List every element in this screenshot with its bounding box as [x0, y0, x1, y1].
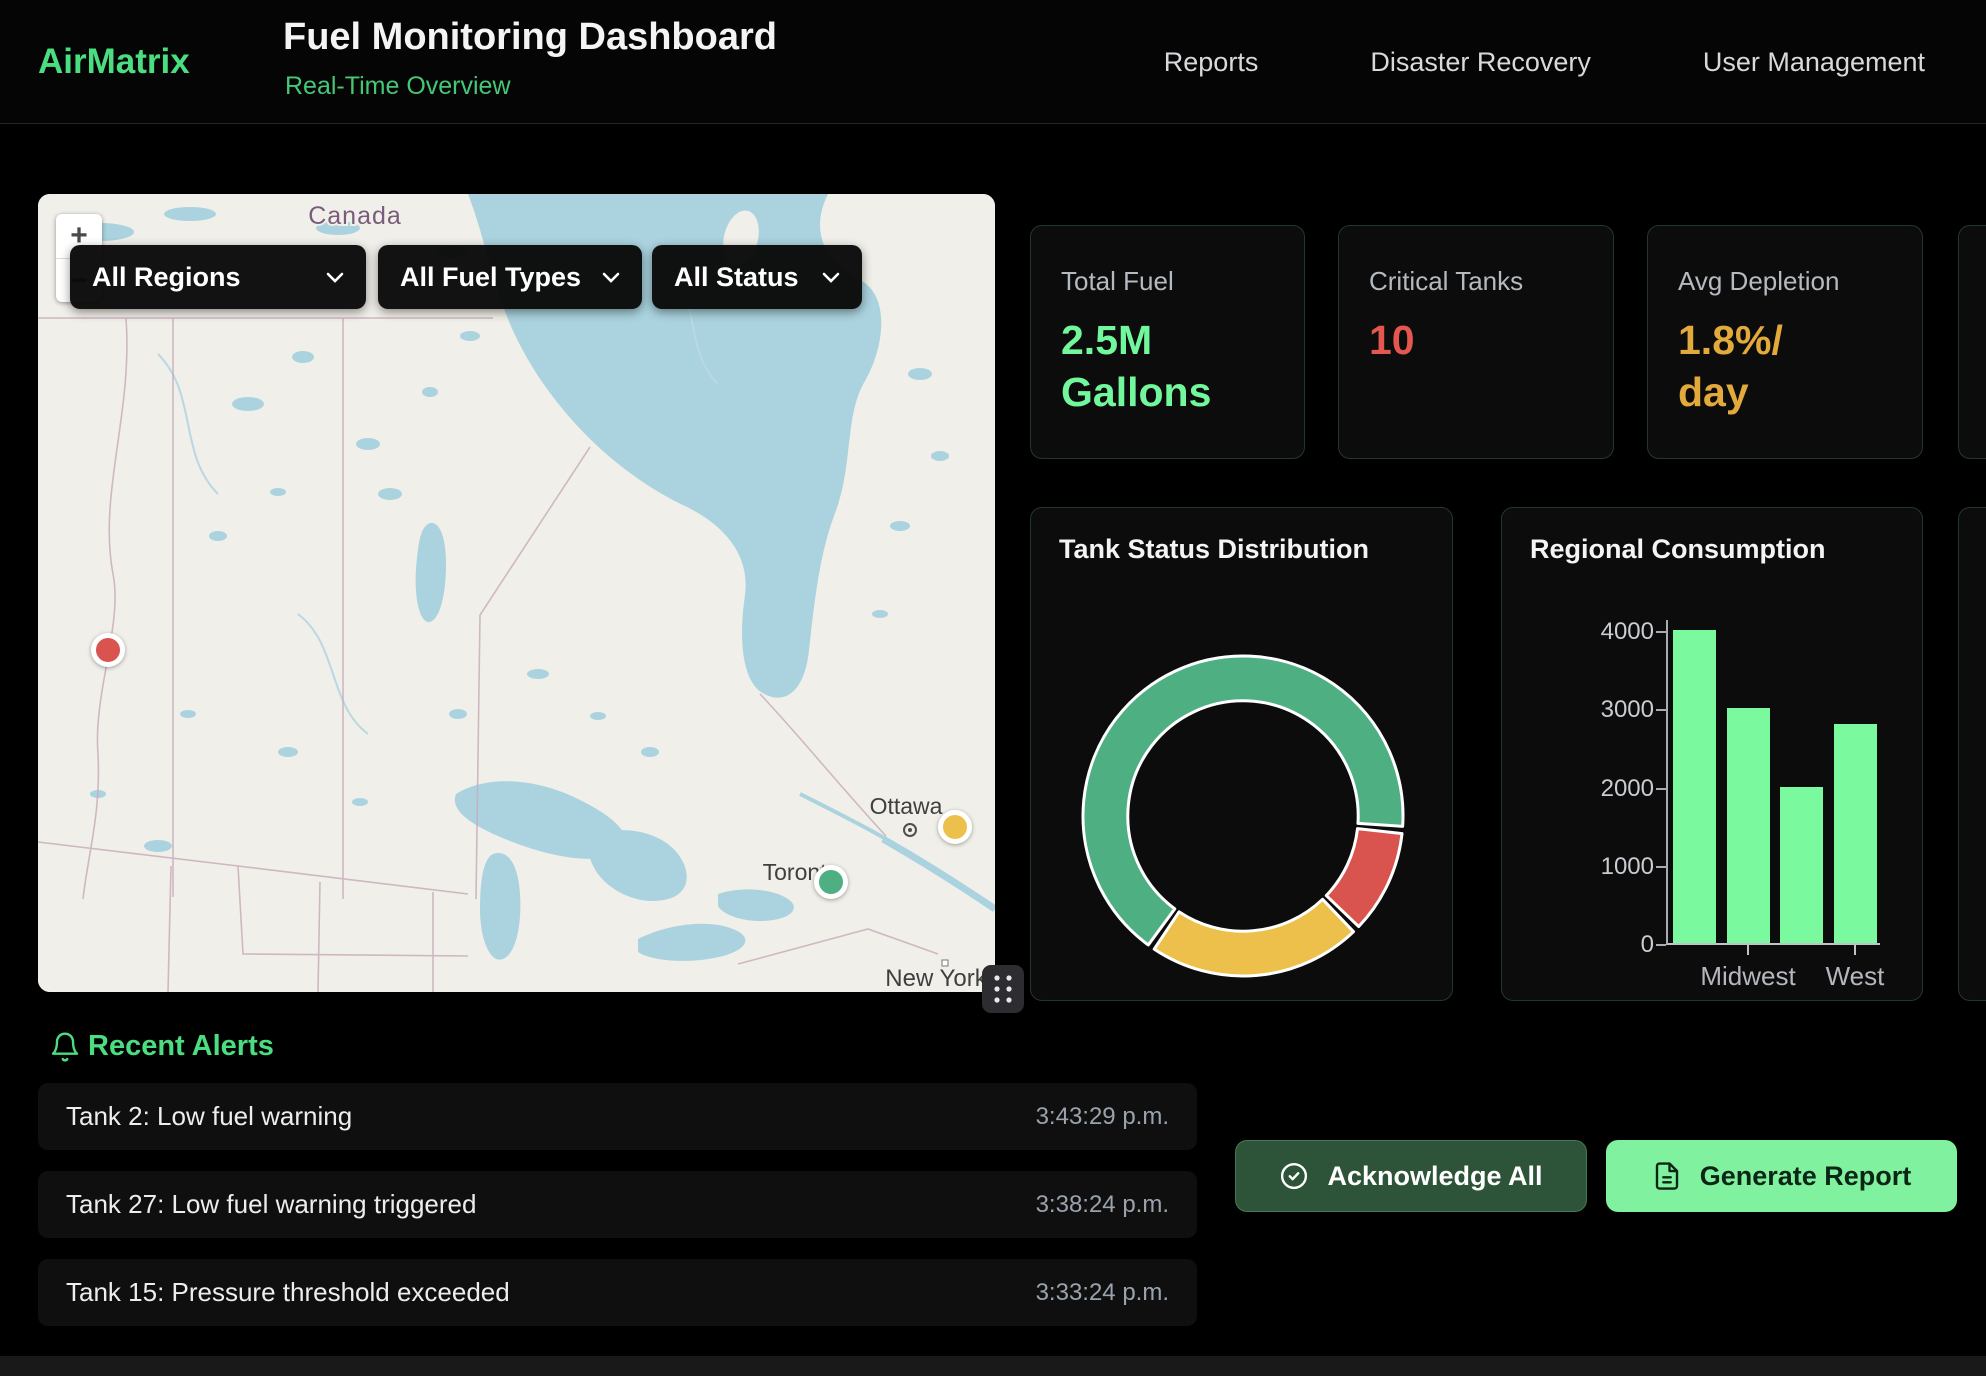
- alert-time: 3:38:24 p.m.: [1036, 1191, 1169, 1219]
- y-axis-tick-label: 3000: [1584, 696, 1654, 724]
- bar-region-1[interactable]: [1727, 708, 1770, 943]
- status-filter-value: All Status: [674, 262, 799, 293]
- footer-strip: [0, 1356, 1986, 1376]
- bar-chart-title: Regional Consumption: [1530, 534, 1825, 565]
- alert-text: Tank 15: Pressure threshold exceeded: [66, 1277, 510, 1308]
- map-label-ottawa: Ottawa: [870, 793, 943, 819]
- map-label-new-york: New York: [885, 965, 987, 992]
- donut-segment-critical[interactable]: [1326, 829, 1402, 927]
- stat-value-critical-tanks: 10: [1369, 314, 1415, 366]
- status-filter[interactable]: All Status: [652, 245, 862, 309]
- resize-grip-icon[interactable]: [982, 965, 1024, 1013]
- header: AirMatrix Fuel Monitoring Dashboard Real…: [0, 0, 1986, 124]
- region-filter-value: All Regions: [92, 262, 241, 293]
- cutoff-card-edge: [1958, 507, 1986, 1001]
- map-canvas[interactable]: Canada Ottawa Toronto New York + − All R…: [38, 194, 995, 992]
- stat-value-avg-depletion: 1.8%/ day: [1678, 314, 1783, 419]
- stat-label: Total Fuel: [1061, 266, 1174, 297]
- check-circle-icon: [1279, 1161, 1309, 1191]
- region-filter[interactable]: All Regions: [70, 245, 366, 309]
- bar-chart-card: Regional Consumption 01000200030004000Mi…: [1501, 507, 1923, 1001]
- y-axis-tick-label: 1000: [1584, 853, 1654, 881]
- x-axis-tick-mark: [1747, 945, 1749, 955]
- y-axis-tick-label: 0: [1584, 931, 1654, 959]
- stat-card-total-fuel: Total Fuel 2.5M Gallons: [1030, 225, 1305, 459]
- map-label-country: Canada: [308, 202, 402, 230]
- app-logo: AirMatrix: [38, 42, 190, 82]
- chevron-down-icon: [602, 272, 620, 283]
- y-axis-tick-mark: [1656, 788, 1666, 790]
- page-title: Fuel Monitoring Dashboard: [283, 16, 777, 59]
- tank-status-donut-chart[interactable]: [1031, 508, 1452, 1000]
- cutoff-card-edge: [1958, 225, 1986, 459]
- acknowledge-all-label: Acknowledge All: [1327, 1161, 1542, 1192]
- alert-text: Tank 27: Low fuel warning triggered: [66, 1189, 476, 1220]
- y-axis-tick-mark: [1656, 866, 1666, 868]
- stat-value-total-fuel: 2.5M Gallons: [1061, 314, 1211, 419]
- bell-icon: [49, 1030, 81, 1064]
- x-axis-tick-mark: [1854, 945, 1856, 955]
- map-panel: Canada Ottawa Toronto New York + − All R…: [38, 194, 995, 992]
- nav-reports[interactable]: Reports: [1164, 47, 1259, 78]
- document-icon: [1652, 1161, 1682, 1191]
- nav-disaster-recovery[interactable]: Disaster Recovery: [1370, 47, 1591, 78]
- y-axis-tick-label: 2000: [1584, 775, 1654, 803]
- x-axis-tick-label: West: [1785, 961, 1925, 992]
- map-graphic: Canada Ottawa Toronto New York: [38, 194, 995, 992]
- y-axis-tick-mark: [1656, 631, 1666, 633]
- donut-segment-warning[interactable]: [1154, 899, 1353, 976]
- generate-report-label: Generate Report: [1700, 1161, 1912, 1192]
- fuel-type-filter[interactable]: All Fuel Types: [378, 245, 642, 309]
- bar-region-0[interactable]: [1673, 630, 1716, 943]
- main-nav: Reports Disaster Recovery User Managemen…: [1164, 0, 1925, 124]
- nav-user-management[interactable]: User Management: [1703, 47, 1925, 78]
- alerts-section-title: Recent Alerts: [88, 1030, 274, 1063]
- alert-row[interactable]: Tank 15: Pressure threshold exceeded 3:3…: [38, 1259, 1197, 1326]
- alert-text: Tank 2: Low fuel warning: [66, 1101, 352, 1132]
- fuel-type-filter-value: All Fuel Types: [400, 262, 581, 293]
- alert-time: 3:43:29 p.m.: [1036, 1103, 1169, 1131]
- map-marker-normal[interactable]: [814, 865, 848, 899]
- bar-region-2[interactable]: [1780, 787, 1823, 944]
- y-axis-tick-mark: [1656, 709, 1666, 711]
- alert-row[interactable]: Tank 27: Low fuel warning triggered 3:38…: [38, 1171, 1197, 1238]
- stat-card-avg-depletion: Avg Depletion 1.8%/ day: [1647, 225, 1923, 459]
- chevron-down-icon: [822, 272, 840, 283]
- map-marker-warning[interactable]: [938, 810, 972, 844]
- alert-time: 3:33:24 p.m.: [1036, 1279, 1169, 1307]
- regional-consumption-bar-chart[interactable]: 01000200030004000MidwestWest: [1666, 620, 1880, 945]
- page-subtitle: Real-Time Overview: [285, 72, 511, 101]
- y-axis-tick-mark: [1656, 944, 1666, 946]
- chevron-down-icon: [326, 272, 344, 283]
- stat-label: Avg Depletion: [1678, 266, 1839, 297]
- y-axis-tick-label: 4000: [1584, 618, 1654, 646]
- generate-report-button[interactable]: Generate Report: [1606, 1140, 1957, 1212]
- stat-label: Critical Tanks: [1369, 266, 1523, 297]
- stat-card-critical-tanks: Critical Tanks 10: [1338, 225, 1614, 459]
- bar-region-3[interactable]: [1834, 724, 1877, 943]
- acknowledge-all-button[interactable]: Acknowledge All: [1235, 1140, 1587, 1212]
- map-marker-critical[interactable]: [91, 633, 125, 667]
- donut-chart-card: Tank Status Distribution: [1030, 507, 1453, 1001]
- alert-row[interactable]: Tank 2: Low fuel warning 3:43:29 p.m.: [38, 1083, 1197, 1150]
